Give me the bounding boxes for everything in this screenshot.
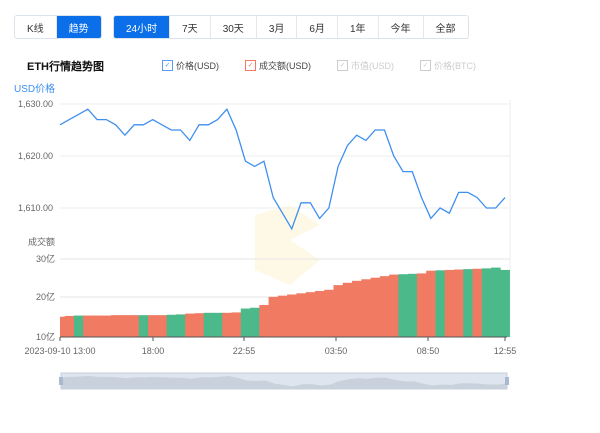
chart-title: ETH行情趋势图: [27, 61, 104, 73]
volume-bar: [333, 285, 344, 337]
volume-bar: [185, 313, 195, 337]
price-tick-label: 1,630.00: [18, 99, 53, 109]
volume-bar: [101, 315, 112, 337]
volume-bar: [157, 315, 167, 337]
volume-bar: [324, 289, 334, 337]
price-axis-title: USD价格: [14, 82, 55, 95]
volume-bar: [83, 315, 93, 337]
volume-bar: [426, 270, 436, 337]
legend-item[interactable]: ✓ 市值(USD): [337, 59, 394, 72]
checkbox-icon: ✓: [162, 60, 173, 71]
volume-bar: [407, 273, 418, 337]
tab-4[interactable]: 6月: [297, 16, 338, 38]
legend-label: 价格(USD): [176, 61, 219, 71]
slider-preview: [61, 376, 507, 389]
range-slider[interactable]: [59, 372, 509, 390]
volume-bar: [481, 268, 492, 337]
x-tick-label: 22:55: [233, 346, 256, 356]
volume-bar: [250, 307, 260, 337]
view-tabs: K线 趋势: [14, 15, 102, 39]
volume-bar: [203, 312, 214, 337]
volume-bar: [194, 313, 204, 337]
volume-bar: [463, 269, 473, 337]
volume-bar: [73, 315, 84, 337]
tab-3[interactable]: 3月: [257, 16, 298, 38]
volume-bar: [435, 270, 446, 337]
volume-bar: [259, 305, 269, 337]
volume-bar: [64, 315, 75, 337]
tab-6[interactable]: 今年: [379, 16, 424, 38]
slider-handle[interactable]: [59, 377, 63, 385]
legend-label: 价格(BTC): [434, 61, 476, 71]
slider-handle[interactable]: [505, 377, 509, 385]
x-tick-label: 2023-09-10 13:00: [24, 346, 95, 356]
x-tick-label: 12:55: [494, 346, 517, 356]
volume-bar: [491, 267, 501, 337]
tab-1[interactable]: 7天: [170, 16, 211, 38]
volume-bar: [287, 294, 297, 337]
volume-bar: [454, 269, 464, 337]
volume-tick-label: 20亿: [36, 291, 55, 302]
price-tick-label: 1,610.00: [18, 203, 53, 213]
legend-label: 市值(USD): [351, 61, 394, 71]
volume-bar: [296, 293, 306, 337]
price-line: [59, 108, 506, 231]
volume-axis-title: 成交额: [28, 236, 55, 247]
volume-bar: [92, 315, 103, 337]
checkbox-icon: ✓: [337, 60, 348, 71]
volume-bar: [379, 276, 390, 337]
volume-bar: [231, 312, 242, 337]
watermark-logo: [255, 205, 320, 285]
volume-bar: [148, 315, 158, 337]
checkbox-icon: ✓: [245, 60, 256, 71]
volume-bar: [222, 312, 232, 337]
price-tick-label: 1,620.00: [18, 151, 53, 161]
volume-bar: [472, 268, 483, 337]
volume-bar: [212, 312, 223, 337]
volume-bar: [305, 292, 316, 337]
volume-bar: [398, 274, 408, 337]
volume-bar: [370, 277, 381, 337]
volume-bar: [314, 290, 325, 337]
volume-bar: [342, 282, 353, 337]
volume-bar: [500, 269, 510, 337]
tab-1[interactable]: 趋势: [56, 16, 101, 38]
tab-0[interactable]: 24小时: [114, 16, 171, 38]
volume-tick-label: 30亿: [36, 253, 55, 264]
tab-2[interactable]: 30天: [211, 16, 257, 38]
tab-0[interactable]: K线: [15, 16, 57, 38]
legend-item[interactable]: ✓ 价格(USD): [162, 59, 219, 72]
checkbox-icon: ✓: [420, 60, 431, 71]
volume-bar: [175, 314, 186, 337]
volume-bar: [444, 269, 455, 337]
volume-bar: [277, 295, 288, 337]
volume-bar: [166, 314, 177, 337]
volume-tick-label: 10亿: [36, 331, 55, 342]
x-tick-label: 08:50: [417, 346, 440, 356]
volume-bar: [110, 315, 121, 337]
tab-7[interactable]: 全部: [435, 23, 456, 35]
volume-bar: [268, 296, 279, 337]
tab-5[interactable]: 1年: [338, 16, 379, 38]
volume-bar: [352, 280, 362, 337]
volume-bar: [416, 273, 427, 337]
legend-item[interactable]: ✓ 成交额(USD): [245, 59, 311, 72]
volume-bar: [361, 279, 371, 337]
volume-bar: [120, 315, 130, 337]
legend-item[interactable]: ✓ 价格(BTC): [420, 59, 476, 72]
x-tick-label: 18:00: [142, 346, 165, 356]
volume-bar: [389, 274, 399, 337]
volume-bar: [129, 315, 140, 337]
volume-bar: [240, 308, 251, 337]
legend-label: 成交额(USD): [259, 61, 311, 71]
x-tick-label: 03:50: [325, 346, 348, 356]
range-tabs: 24小时 7天 30天 3月 6月 1年 今年 全部: [113, 15, 469, 39]
volume-bar: [138, 315, 149, 337]
